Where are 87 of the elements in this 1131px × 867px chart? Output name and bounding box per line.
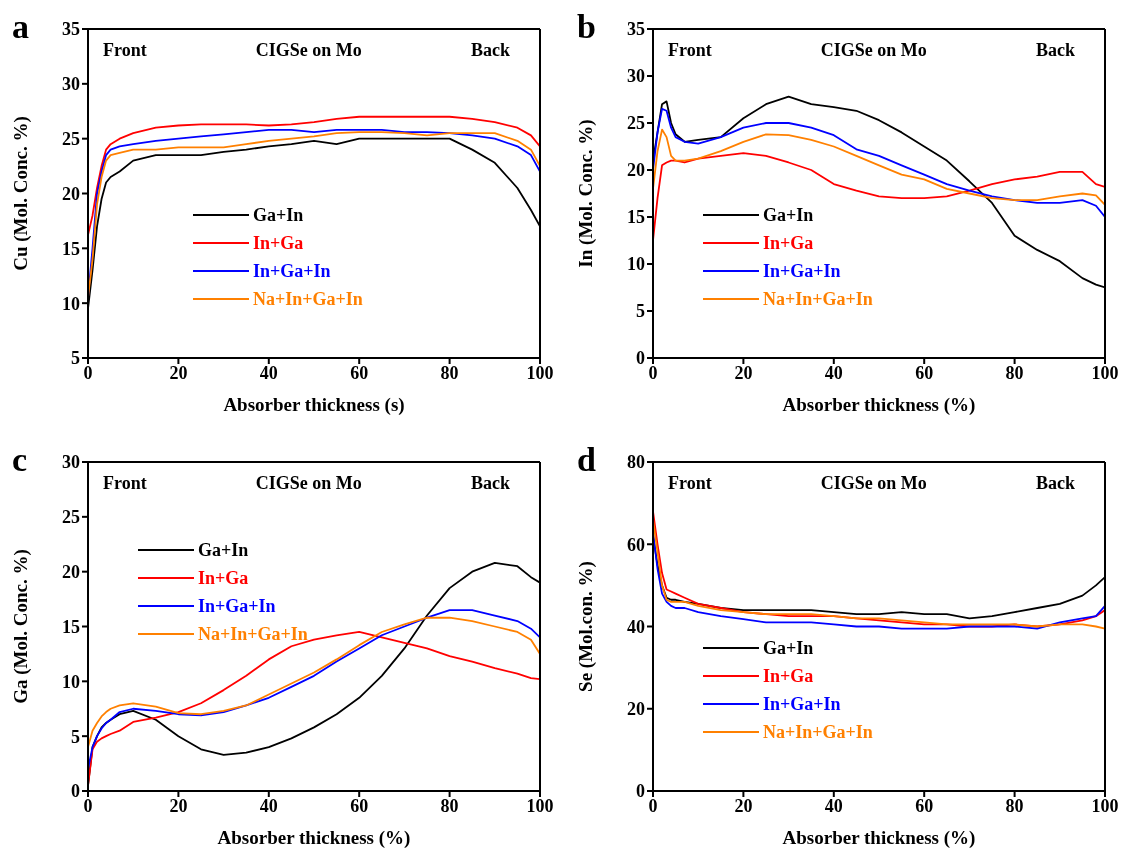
- legend-label: In+Ga: [253, 232, 304, 254]
- x-axis-title: Absorber thickness (%): [217, 827, 411, 849]
- y-tick-label: 10: [627, 254, 645, 275]
- legend-label: In+Ga: [763, 665, 814, 687]
- y-tick-label: 0: [71, 781, 80, 802]
- chart-title: d: [577, 441, 596, 479]
- legend-label: In+Ga+In: [763, 260, 841, 282]
- y-tick-label: 30: [62, 452, 80, 473]
- x-tick-label: 100: [526, 362, 554, 383]
- annotation: Back: [1035, 40, 1075, 61]
- y-axis-title: Ga (Mol. Conc. %): [9, 549, 32, 704]
- y-tick-label: 20: [627, 699, 645, 720]
- y-axis-title: Se (Mol.con. %): [574, 561, 597, 692]
- annotation: CIGSe on Mo: [255, 40, 362, 61]
- legend-label: Na+In+Ga+In: [763, 288, 873, 310]
- y-axis-title: Cu (Mol. Conc. %): [9, 116, 32, 271]
- y-tick-label: 15: [62, 616, 80, 637]
- y-tick-label: 35: [62, 19, 80, 40]
- legend-label: Ga+In: [253, 204, 304, 226]
- legend-label: In+Ga: [763, 232, 814, 254]
- y-tick-label: 0: [636, 781, 645, 802]
- x-tick-label: 60: [915, 795, 934, 816]
- legend-label: In+Ga+In: [763, 693, 841, 715]
- y-axis-title: In (Mol. Conc. %): [574, 119, 597, 268]
- y-tick-label: 5: [71, 726, 80, 747]
- annotation: Back: [1035, 473, 1075, 494]
- y-tick-label: 0: [636, 348, 645, 369]
- x-tick-label: 80: [1005, 362, 1024, 383]
- x-tick-label: 20: [734, 795, 753, 816]
- y-tick-label: 5: [71, 348, 80, 369]
- y-tick-label: 40: [627, 616, 645, 637]
- x-tick-label: 80: [440, 362, 459, 383]
- annotation: CIGSe on Mo: [820, 473, 927, 494]
- y-tick-label: 15: [62, 238, 80, 259]
- legend-label: Ga+In: [198, 539, 249, 561]
- legend-label: In+Ga: [198, 567, 249, 589]
- y-tick-label: 80: [627, 452, 645, 473]
- y-tick-label: 30: [627, 66, 645, 87]
- annotation: Front: [668, 40, 712, 61]
- x-tick-label: 60: [350, 362, 369, 383]
- x-tick-label: 80: [1005, 795, 1024, 816]
- x-tick-label: 60: [350, 795, 369, 816]
- x-axis-title: Absorber thickness (%): [782, 827, 976, 849]
- x-axis-title: Absorber thickness (s): [223, 394, 405, 416]
- y-tick-label: 10: [62, 671, 80, 692]
- legend-label: Na+In+Ga+In: [198, 623, 308, 645]
- legend-label: Na+In+Ga+In: [253, 288, 363, 310]
- y-tick-label: 30: [62, 74, 80, 95]
- x-tick-label: 40: [259, 362, 278, 383]
- y-tick-label: 25: [62, 507, 80, 528]
- y-tick-label: 10: [62, 293, 80, 314]
- legend-label: In+Ga+In: [198, 595, 276, 617]
- y-tick-label: 25: [62, 129, 80, 150]
- y-tick-label: 15: [627, 207, 645, 228]
- x-tick-label: 20: [169, 362, 188, 383]
- x-tick-label: 100: [1091, 362, 1119, 383]
- chart-title: b: [577, 8, 596, 46]
- x-tick-label: 40: [824, 795, 843, 816]
- x-tick-label: 60: [915, 362, 934, 383]
- y-tick-label: 60: [627, 534, 645, 555]
- y-tick-label: 20: [62, 183, 80, 204]
- y-tick-label: 5: [636, 301, 645, 322]
- annotation: CIGSe on Mo: [255, 473, 362, 494]
- x-tick-label: 40: [824, 362, 843, 383]
- annotation: Front: [103, 40, 147, 61]
- x-tick-label: 20: [169, 795, 188, 816]
- legend-label: Ga+In: [763, 637, 814, 659]
- annotation: Back: [470, 40, 510, 61]
- x-tick-label: 80: [440, 795, 459, 816]
- y-tick-label: 25: [627, 113, 645, 134]
- x-tick-label: 40: [259, 795, 278, 816]
- annotation: Back: [470, 473, 510, 494]
- annotation: Front: [103, 473, 147, 494]
- x-tick-label: 100: [526, 795, 554, 816]
- legend-label: Ga+In: [763, 204, 814, 226]
- x-axis-title: Absorber thickness (%): [782, 394, 976, 416]
- chart-title: c: [12, 441, 28, 479]
- annotation: Front: [668, 473, 712, 494]
- y-tick-label: 35: [627, 19, 645, 40]
- legend-label: In+Ga+In: [253, 260, 331, 282]
- x-tick-label: 20: [734, 362, 753, 383]
- y-tick-label: 20: [627, 160, 645, 181]
- x-tick-label: 100: [1091, 795, 1119, 816]
- annotation: CIGSe on Mo: [820, 40, 927, 61]
- legend-label: Na+In+Ga+In: [763, 721, 873, 743]
- chart-title: a: [12, 8, 29, 46]
- y-tick-label: 20: [62, 562, 80, 583]
